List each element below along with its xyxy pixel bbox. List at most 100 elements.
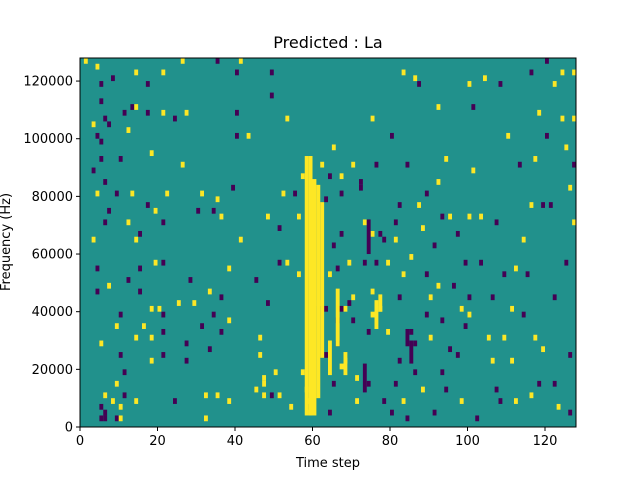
heatmap-cell xyxy=(572,69,577,76)
y-tick-label: 0 xyxy=(65,421,73,436)
heatmap-cell xyxy=(366,328,371,335)
heatmap-cell xyxy=(409,254,414,260)
heatmap-cell xyxy=(300,173,305,180)
heatmap-cell xyxy=(126,219,131,226)
heatmap-cell xyxy=(266,300,270,306)
heatmap-cell xyxy=(293,190,298,197)
heatmap-cell xyxy=(432,409,437,416)
heatmap-cell xyxy=(421,225,425,231)
heatmap-cell xyxy=(83,58,88,64)
heatmap-cell xyxy=(479,213,484,220)
heatmap-cell xyxy=(269,92,274,99)
heatmap-cell xyxy=(390,132,394,139)
heatmap-cell xyxy=(386,328,391,335)
heatmap-cell xyxy=(149,357,154,364)
heatmap-cell xyxy=(161,69,166,76)
heatmap-cell xyxy=(417,81,422,87)
x-tick-label: 120 xyxy=(533,434,558,449)
heatmap-cell xyxy=(529,392,534,399)
heatmap-cell xyxy=(99,138,104,145)
heatmap-cell xyxy=(153,259,158,266)
heatmap-cell xyxy=(432,242,437,249)
heatmap-band xyxy=(308,156,313,416)
heatmap-cell xyxy=(510,357,515,364)
heatmap-cell xyxy=(455,352,460,358)
heatmap-cell xyxy=(114,190,119,197)
heatmap-cell xyxy=(347,259,352,266)
heatmap-cell xyxy=(138,288,143,295)
heatmap-cell xyxy=(331,242,336,249)
heatmap-cell xyxy=(111,398,115,404)
heatmap-cell xyxy=(269,392,274,399)
heatmap-band xyxy=(316,184,321,399)
heatmap-band xyxy=(366,219,371,255)
heatmap-cell xyxy=(475,415,480,422)
x-tick-label: 100 xyxy=(455,434,480,449)
heatmap-cell xyxy=(424,271,429,278)
heatmap-cell xyxy=(227,265,232,272)
heatmap-cell xyxy=(99,415,104,422)
heatmap-cell xyxy=(180,161,185,168)
heatmap-cell xyxy=(91,167,96,174)
y-tick-label: 80000 xyxy=(32,190,73,205)
y-tick-label: 60000 xyxy=(32,248,73,263)
heatmap-cell xyxy=(347,300,352,306)
heatmap-cell xyxy=(192,300,197,306)
heatmap-cell xyxy=(111,75,115,82)
heatmap-cell xyxy=(130,104,135,110)
x-tick-label: 40 xyxy=(227,434,244,449)
heatmap-cell xyxy=(359,184,363,191)
heatmap-cell xyxy=(351,317,356,324)
heatmap-cell xyxy=(401,69,406,76)
heatmap-cell xyxy=(494,386,499,393)
plot-frame xyxy=(79,57,577,428)
heatmap-cell xyxy=(401,271,406,278)
heatmap-cell xyxy=(207,346,212,353)
heatmap-cell xyxy=(467,311,472,318)
heatmap-cell xyxy=(440,317,445,324)
heatmap-cell xyxy=(498,81,503,87)
heatmap-cell xyxy=(103,179,108,185)
heatmap-cell xyxy=(362,259,367,266)
heatmap-cell xyxy=(99,340,104,347)
heatmap-cell xyxy=(134,69,139,76)
heatmap-band xyxy=(405,328,410,347)
heatmap-cell xyxy=(153,207,158,214)
heatmap-cell xyxy=(560,69,565,76)
heatmap-cell xyxy=(556,403,561,410)
heatmap-cell xyxy=(374,161,379,168)
heatmap-cell xyxy=(514,265,518,272)
heatmap-cell xyxy=(238,58,243,64)
heatmap-cell xyxy=(335,265,340,272)
heatmap-cell xyxy=(103,115,108,122)
heatmap-cell xyxy=(568,184,573,191)
heatmap-cell xyxy=(463,323,468,329)
heatmap-cell xyxy=(114,415,119,422)
heatmap-cell xyxy=(331,144,336,151)
heatmap-cell xyxy=(440,369,445,376)
heatmap-cell xyxy=(320,161,325,168)
heatmap-cell xyxy=(533,156,538,162)
heatmap-cell xyxy=(254,386,259,393)
heatmap-cell xyxy=(382,236,387,243)
heatmap-cell xyxy=(281,190,286,197)
heatmap-band xyxy=(320,202,325,358)
heatmap-cell xyxy=(359,179,363,185)
heatmap-cell xyxy=(134,334,139,341)
heatmap-cell xyxy=(266,213,270,220)
heatmap-cell xyxy=(483,75,487,82)
heatmap-cell xyxy=(95,265,100,272)
heatmap-cell xyxy=(277,259,282,266)
heatmap-cell xyxy=(339,363,344,370)
heatmap-cell xyxy=(339,305,344,312)
heatmap-cell xyxy=(235,69,239,76)
heatmap-cell xyxy=(362,219,367,226)
heatmap-cell xyxy=(413,340,418,347)
heatmap-cell xyxy=(541,346,546,353)
heatmap-cell xyxy=(424,190,429,197)
heatmap-cell xyxy=(467,294,472,301)
heatmap-cell xyxy=(537,109,542,116)
heatmap-cell xyxy=(99,156,104,162)
heatmap-cell xyxy=(397,357,402,364)
x-tick-label: 0 xyxy=(76,434,84,449)
